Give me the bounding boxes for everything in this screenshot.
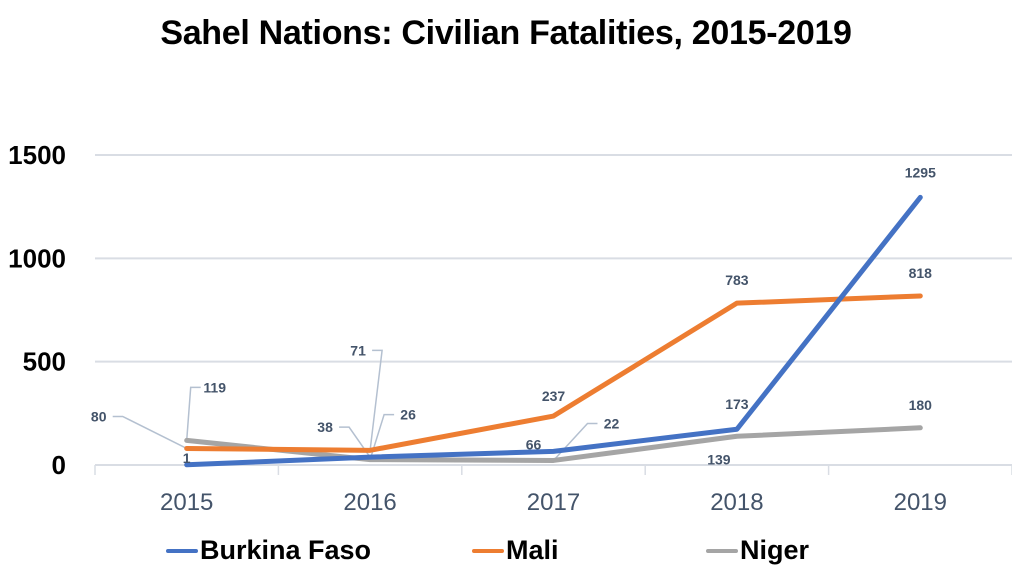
data-label: 237 xyxy=(542,388,566,404)
x-tick-label: 2016 xyxy=(343,489,396,516)
data-label: 66 xyxy=(526,436,542,452)
data-label: 783 xyxy=(725,272,749,288)
y-tick-label: 500 xyxy=(23,347,66,377)
series-line-niger xyxy=(184,425,923,463)
data-label: 119 xyxy=(203,379,226,395)
legend-item-burkina-faso[interactable]: Burkina Faso xyxy=(166,535,371,566)
label-leader-lines xyxy=(112,349,598,461)
legend-item-niger[interactable]: Niger xyxy=(706,535,809,566)
leader-line xyxy=(339,426,371,458)
legend-label: Niger xyxy=(740,535,810,565)
data-label: 38 xyxy=(317,419,333,435)
data-label: 80 xyxy=(91,408,107,424)
legend-swatch-icon xyxy=(706,548,738,553)
y-axis-ticks: 0 500 1000 1500 xyxy=(8,140,66,480)
data-label: 26 xyxy=(400,407,416,423)
legend-label: Mali xyxy=(506,535,559,565)
data-label: 1295 xyxy=(905,164,936,180)
legend-label: Burkina Faso xyxy=(200,535,372,565)
x-axis: 2015 2016 2017 2018 2019 xyxy=(94,465,1012,516)
data-labels: 1 38 66 173 1295 80 71 237 783 818 119 26 22 139 180 xyxy=(91,164,936,467)
legend-swatch-icon xyxy=(472,548,504,553)
data-label: 180 xyxy=(909,397,933,413)
gridlines xyxy=(95,154,1012,466)
legend-item-mali[interactable]: Mali xyxy=(472,535,559,566)
y-tick-label: 1000 xyxy=(8,243,66,273)
leader-line xyxy=(369,349,383,451)
data-label: 139 xyxy=(707,451,731,467)
legend: Burkina Faso Mali Niger xyxy=(0,535,1012,571)
leader-line xyxy=(185,386,201,441)
series-line-burkina-faso xyxy=(184,194,923,468)
x-tick-label: 2019 xyxy=(894,489,947,516)
data-label: 22 xyxy=(604,415,620,431)
data-label: 71 xyxy=(350,342,366,358)
data-label: 818 xyxy=(909,265,933,281)
data-label: 173 xyxy=(725,396,749,412)
legend-swatch-icon xyxy=(166,548,198,553)
y-tick-label: 0 xyxy=(52,450,66,480)
chart-title: Sahel Nations: Civilian Fatalities, 2015… xyxy=(160,14,852,52)
x-tick-label: 2018 xyxy=(710,489,763,516)
data-label: 1 xyxy=(183,450,191,466)
leader-line xyxy=(112,415,188,450)
x-tick-label: 2017 xyxy=(527,489,580,516)
y-tick-label: 1500 xyxy=(8,140,66,170)
series-lines xyxy=(184,194,923,468)
x-tick-label: 2015 xyxy=(160,489,213,516)
leader-line xyxy=(369,413,395,460)
series-line-mali xyxy=(184,293,923,453)
